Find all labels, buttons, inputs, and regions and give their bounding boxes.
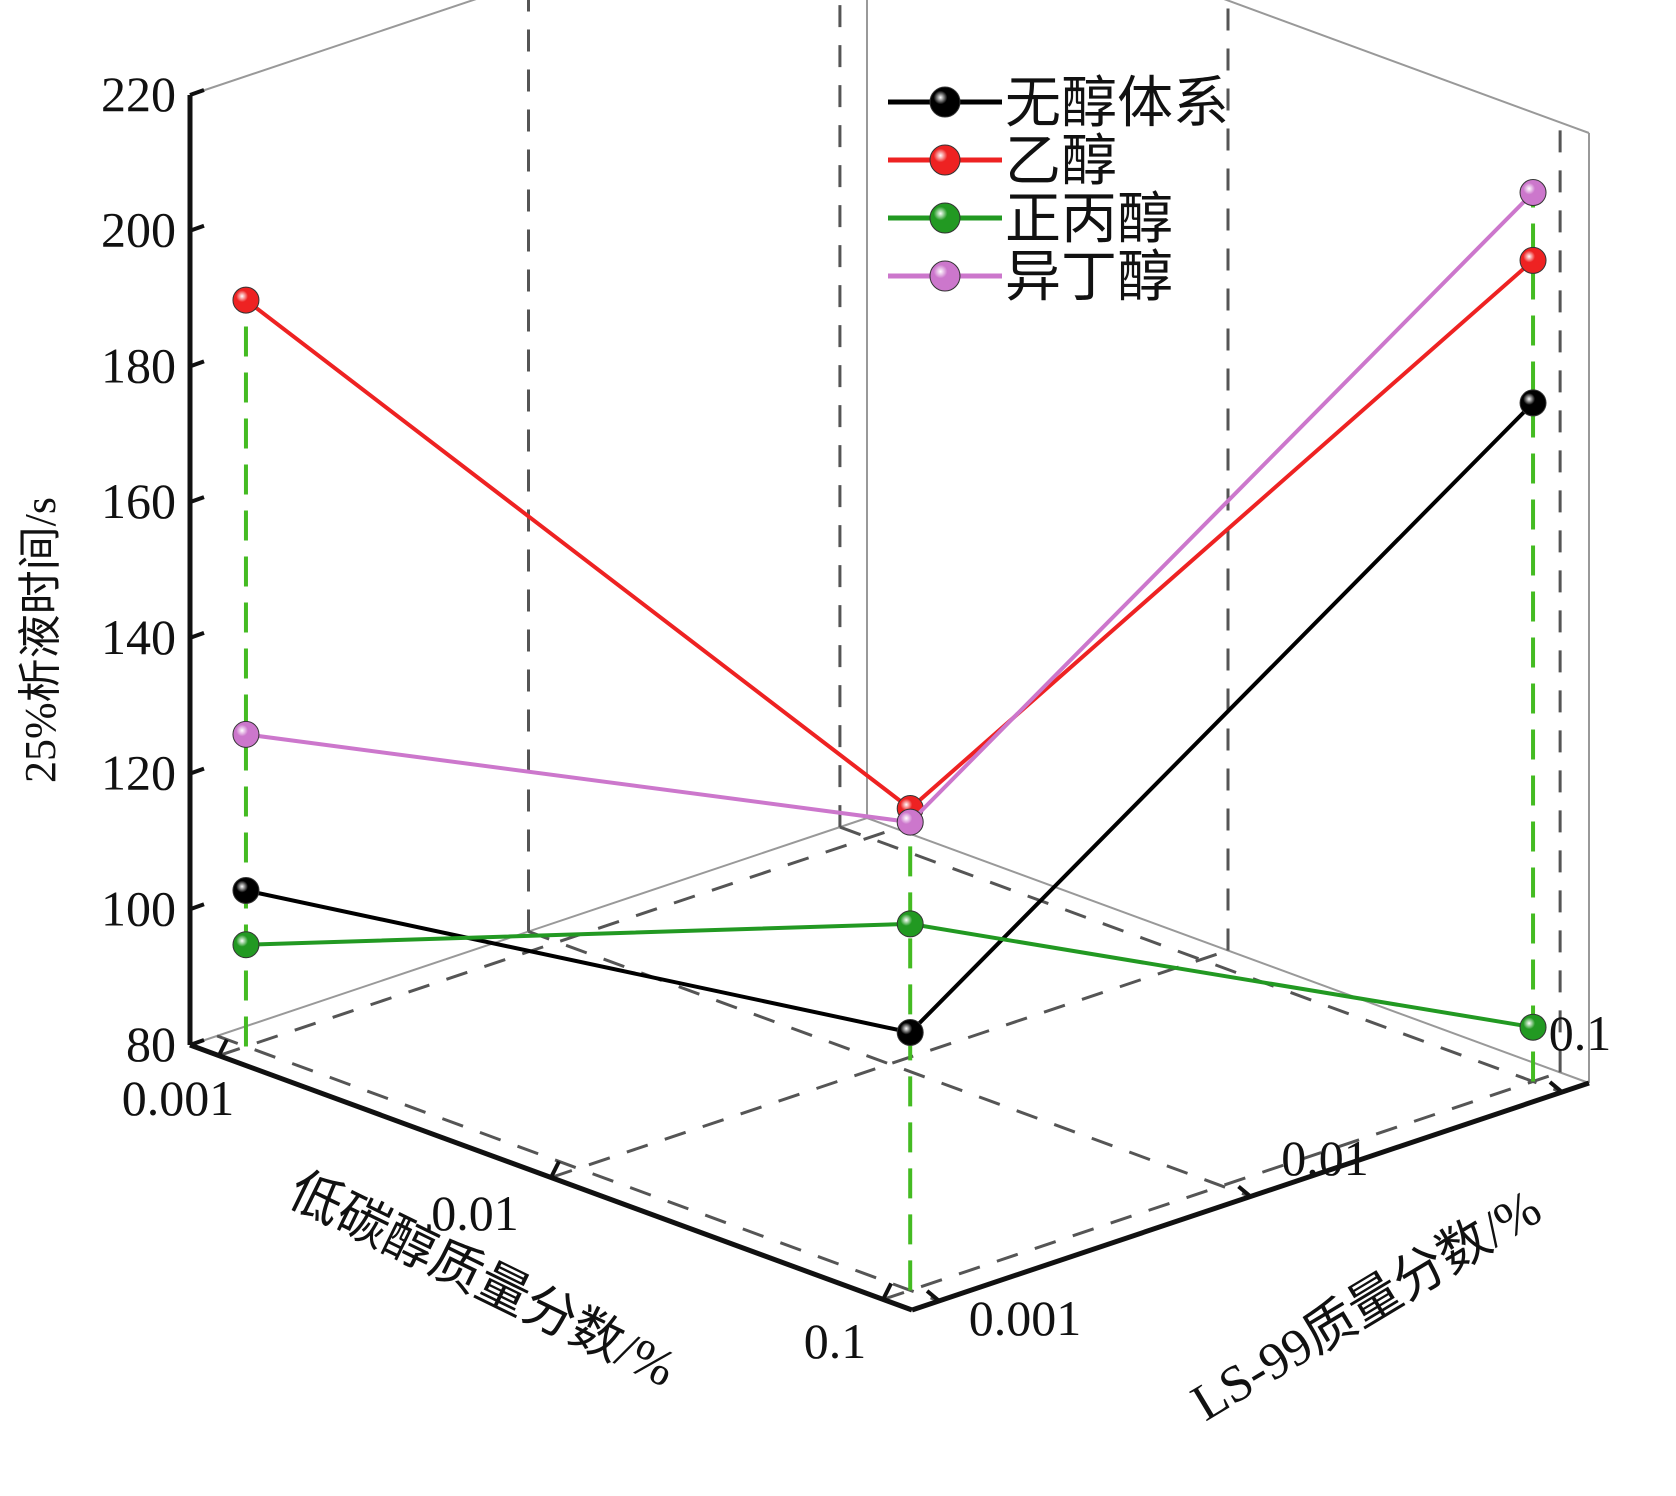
axes xyxy=(187,88,1590,1313)
data-point xyxy=(896,808,924,836)
y-tick-label: 0.01 xyxy=(1281,1130,1369,1186)
data-point xyxy=(1519,389,1547,417)
legend-marker xyxy=(929,86,961,118)
legend-label: 异丁醇 xyxy=(1005,247,1173,309)
top-edge-right xyxy=(1223,0,1590,134)
floor-grid-y-line xyxy=(527,930,1252,1198)
x-tick-label: 0.1 xyxy=(804,1313,867,1369)
x-tick-mark xyxy=(217,1038,229,1057)
data-point xyxy=(896,1018,924,1046)
top-edge-left xyxy=(189,0,477,96)
data-point xyxy=(232,931,260,959)
x-tick-label: 0.01 xyxy=(431,1185,519,1241)
z-tick-label: 100 xyxy=(101,880,176,936)
legend-marker xyxy=(929,260,961,292)
z-tick-label: 220 xyxy=(101,66,176,122)
z-tick-mark xyxy=(189,223,205,233)
data-point xyxy=(232,286,260,314)
y-tick-label: 0.1 xyxy=(1549,1005,1612,1061)
floor-grid-edge-line xyxy=(216,1034,940,1303)
z-tick-mark xyxy=(189,495,205,505)
y-tick-mark xyxy=(1548,1080,1564,1094)
series-line xyxy=(244,258,1535,812)
data-point xyxy=(232,720,260,748)
z-tick-mark xyxy=(189,630,205,640)
z-tick-label: 180 xyxy=(101,337,176,393)
drop-lines xyxy=(243,192,1536,1291)
z-tick-label: 80 xyxy=(126,1016,176,1072)
grid-lines xyxy=(216,0,1563,1303)
y-tick-mark xyxy=(925,1289,941,1303)
floor-grid-x-line xyxy=(550,949,1229,1179)
legend-marker xyxy=(929,202,961,234)
x-tick-label: 0.001 xyxy=(122,1070,235,1126)
series-line xyxy=(245,191,1535,825)
y-tick-label: 0.001 xyxy=(969,1290,1082,1346)
x-tick-mark xyxy=(881,1282,893,1301)
z-tick-label: 160 xyxy=(101,473,176,529)
legend-label: 无醇体系 xyxy=(1005,73,1229,135)
z-tick-mark xyxy=(189,902,205,912)
z-tick-mark xyxy=(189,766,205,776)
legend-label: 正丙醇 xyxy=(1005,189,1173,251)
z-axis-label: 25%析液时间/s xyxy=(16,497,65,783)
data-point xyxy=(1519,246,1547,274)
z-tick-mark xyxy=(189,1038,205,1047)
data-point xyxy=(232,876,260,904)
data-point xyxy=(1519,1013,1547,1041)
z-tick-label: 120 xyxy=(101,745,176,801)
legend-label: 乙醇 xyxy=(1005,131,1117,193)
data-point xyxy=(1519,179,1547,207)
floor-grid-edge-line xyxy=(839,825,1563,1094)
series-group xyxy=(232,179,1547,1046)
legend-marker xyxy=(929,144,961,176)
z-tick-label: 140 xyxy=(101,609,176,665)
y-axis-label: LS-99质量分数/% xyxy=(1182,1180,1551,1433)
z-tick-label: 200 xyxy=(101,202,176,258)
y-tick-mark xyxy=(1237,1184,1252,1199)
data-point xyxy=(896,910,924,938)
z-tick-mark xyxy=(189,359,205,369)
x-tick-mark xyxy=(549,1160,561,1179)
tick-labels: 80 100 120 140 160 180 200 220 0.001 0.01 0.1 0.001… xyxy=(101,66,1611,1369)
z-tick-mark xyxy=(189,88,205,97)
